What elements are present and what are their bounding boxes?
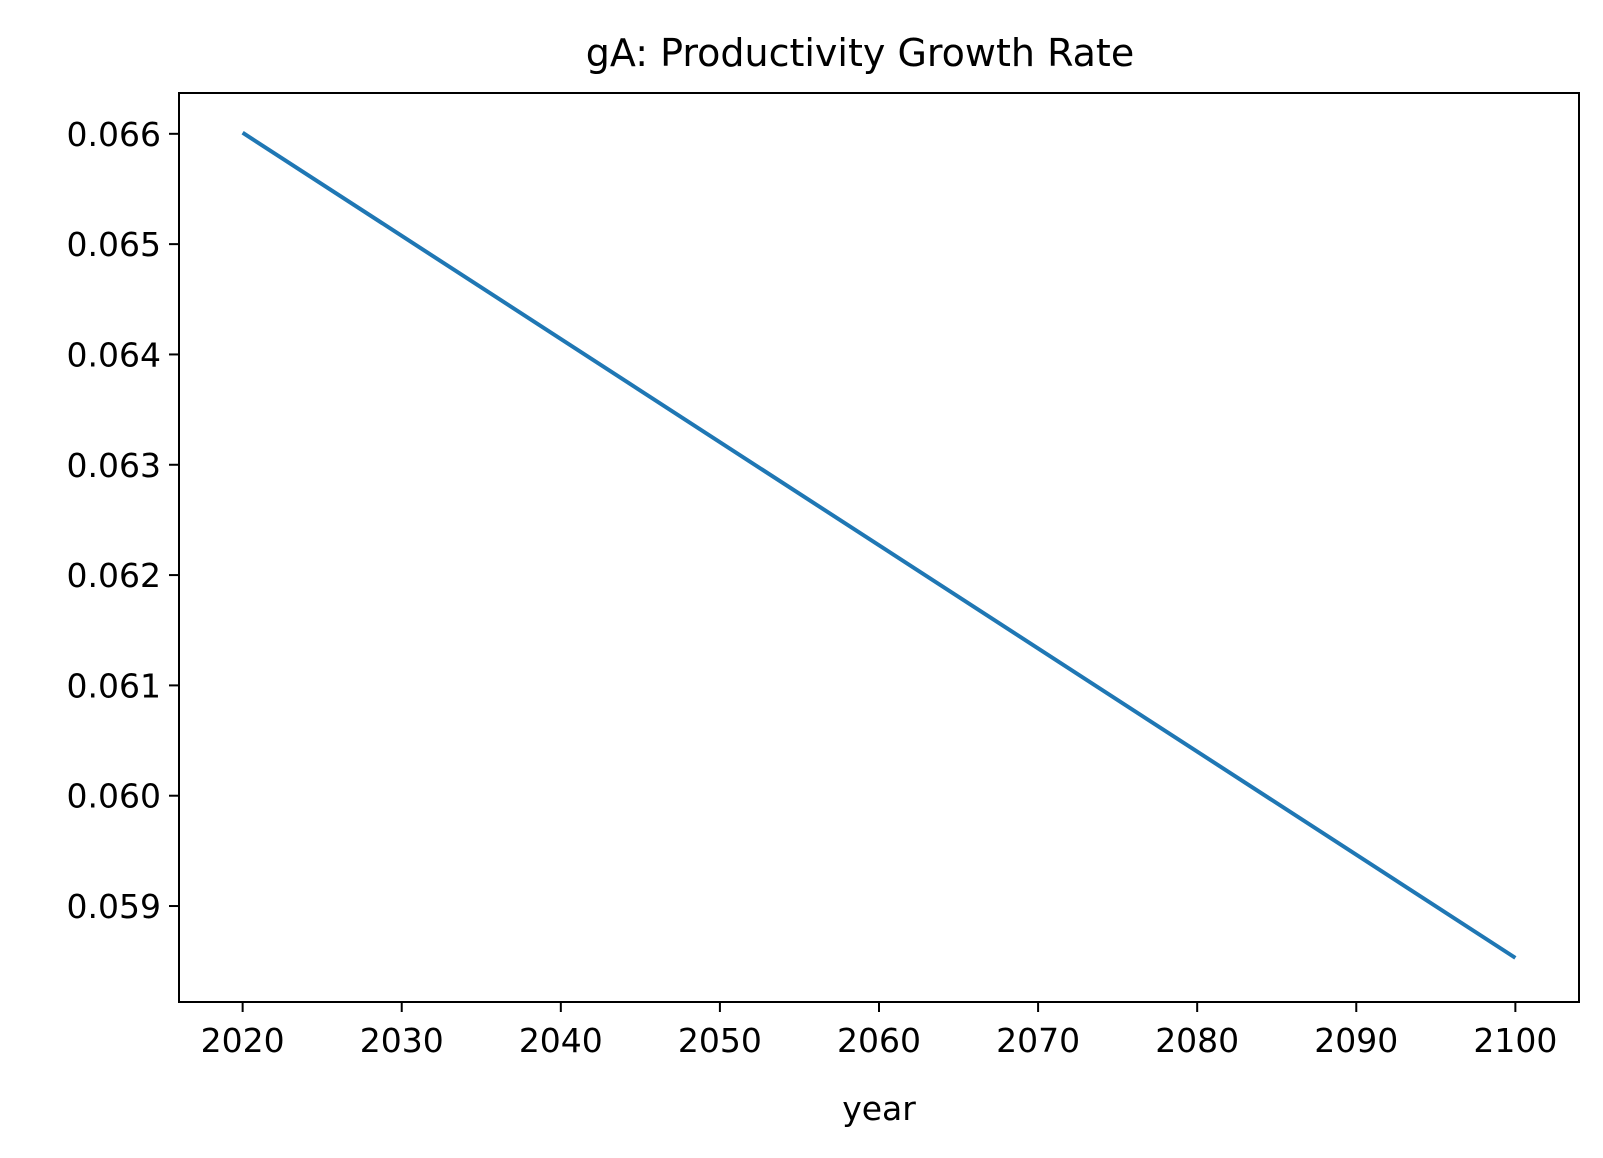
x-tick-label: 2080 <box>1155 1021 1239 1060</box>
y-tick-label: 0.064 <box>67 335 161 374</box>
y-tick-label: 0.061 <box>67 666 161 705</box>
x-tick-label: 2060 <box>837 1021 921 1060</box>
x-tick-label: 2070 <box>996 1021 1080 1060</box>
y-tick-label: 0.059 <box>67 887 161 926</box>
y-tick-label: 0.066 <box>67 115 161 154</box>
y-axis-ticks: 0.059 0.060 0.061 0.062 0.063 0.064 0.065 0.066 <box>67 115 179 926</box>
x-axis-ticks: 2020 2030 2040 2050 2060 2070 2080 2090 2100 <box>201 1002 1557 1060</box>
x-tick-label: 2090 <box>1314 1021 1398 1060</box>
plot-frame <box>178 92 1580 1003</box>
y-tick-label: 0.062 <box>67 556 161 595</box>
x-tick-label: 2050 <box>678 1021 762 1060</box>
x-tick-label: 2100 <box>1473 1021 1557 1060</box>
x-axis-label: year <box>842 1089 916 1128</box>
y-tick-label: 0.060 <box>67 777 161 816</box>
x-tick-label: 2040 <box>519 1021 603 1060</box>
y-tick-label: 0.065 <box>67 225 161 264</box>
y-tick-label: 0.063 <box>67 446 161 485</box>
x-tick-label: 2020 <box>201 1021 285 1060</box>
x-tick-label: 2030 <box>360 1021 444 1060</box>
series-line-0 <box>241 131 1517 960</box>
chart-title: gA: Productivity Growth Rate <box>586 31 1134 75</box>
plot-area <box>241 131 1517 960</box>
